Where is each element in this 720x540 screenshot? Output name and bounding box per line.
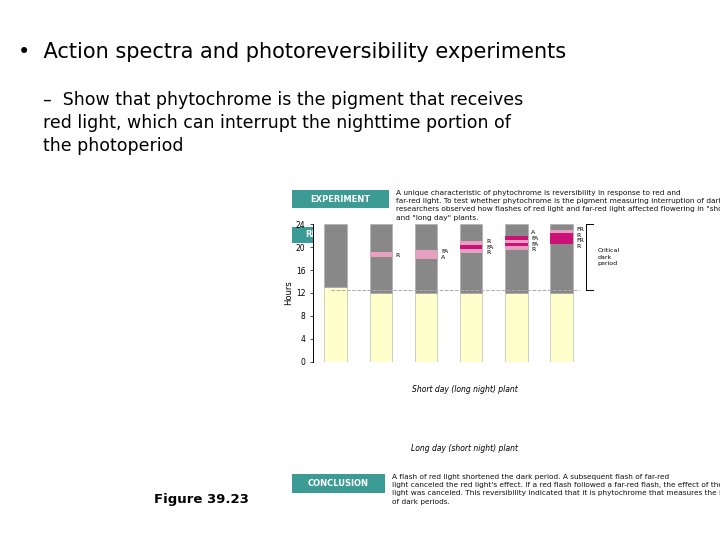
Bar bbox=[460, 241, 482, 245]
Bar bbox=[505, 243, 528, 246]
Bar bbox=[550, 233, 572, 237]
Bar bbox=[460, 293, 482, 362]
Text: EXPERIMENT: EXPERIMENT bbox=[310, 194, 370, 204]
Bar bbox=[415, 251, 437, 254]
Text: •  Action spectra and photoreversibility experiments: • Action spectra and photoreversibility … bbox=[18, 42, 566, 62]
Bar bbox=[415, 293, 437, 362]
Bar bbox=[550, 237, 572, 241]
Bar bbox=[550, 241, 572, 244]
Text: A unique characteristic of phytochrome is reversibility in response to red and
f: A unique characteristic of phytochrome i… bbox=[396, 190, 720, 221]
Text: –  Show that phytochrome is the pigment that receives
red light, which can inter: – Show that phytochrome is the pigment t… bbox=[43, 91, 523, 155]
Bar bbox=[550, 293, 572, 362]
Bar bbox=[505, 240, 528, 243]
Text: Figure 39.23: Figure 39.23 bbox=[154, 492, 249, 505]
Bar bbox=[415, 254, 437, 259]
Y-axis label: Hours: Hours bbox=[284, 281, 293, 305]
Bar bbox=[369, 224, 392, 293]
Text: FA
A: FA A bbox=[441, 249, 448, 260]
Text: CONCLUSION: CONCLUSION bbox=[308, 479, 369, 488]
Bar bbox=[460, 249, 482, 253]
Text: Critical
dark
period: Critical dark period bbox=[598, 248, 620, 266]
Bar bbox=[505, 246, 528, 250]
Text: Long day (short night) plant: Long day (short night) plant bbox=[411, 443, 518, 453]
Bar bbox=[505, 236, 528, 240]
FancyBboxPatch shape bbox=[292, 474, 385, 492]
Text: A flash of red light shortened the dark period. A subsequent flash of far-red
li: A flash of red light shortened the dark … bbox=[392, 474, 720, 505]
Bar bbox=[505, 293, 528, 362]
Bar bbox=[325, 224, 347, 287]
Text: FR
R
FR
R: FR R FR R bbox=[576, 227, 584, 249]
Bar bbox=[460, 245, 482, 249]
Text: R: R bbox=[396, 253, 400, 258]
FancyBboxPatch shape bbox=[292, 227, 360, 243]
Text: R
FA
R: R FA R bbox=[486, 239, 493, 255]
Bar bbox=[550, 224, 572, 293]
Bar bbox=[369, 293, 392, 362]
Text: A
FA
FA
R: A FA FA R bbox=[531, 231, 539, 252]
Bar bbox=[550, 231, 572, 233]
Bar bbox=[505, 224, 528, 293]
Text: Short day (long night) plant: Short day (long night) plant bbox=[412, 385, 517, 394]
Text: RESULTS: RESULTS bbox=[305, 230, 346, 239]
Bar bbox=[415, 224, 437, 293]
Bar bbox=[325, 287, 347, 362]
Bar bbox=[460, 224, 482, 293]
FancyBboxPatch shape bbox=[292, 190, 389, 208]
Text: Copyright © 2005 Pearson Education, Inc. publishing as Benjamin Cummings: Copyright © 2005 Pearson Education, Inc.… bbox=[7, 525, 304, 534]
Bar bbox=[369, 252, 392, 258]
